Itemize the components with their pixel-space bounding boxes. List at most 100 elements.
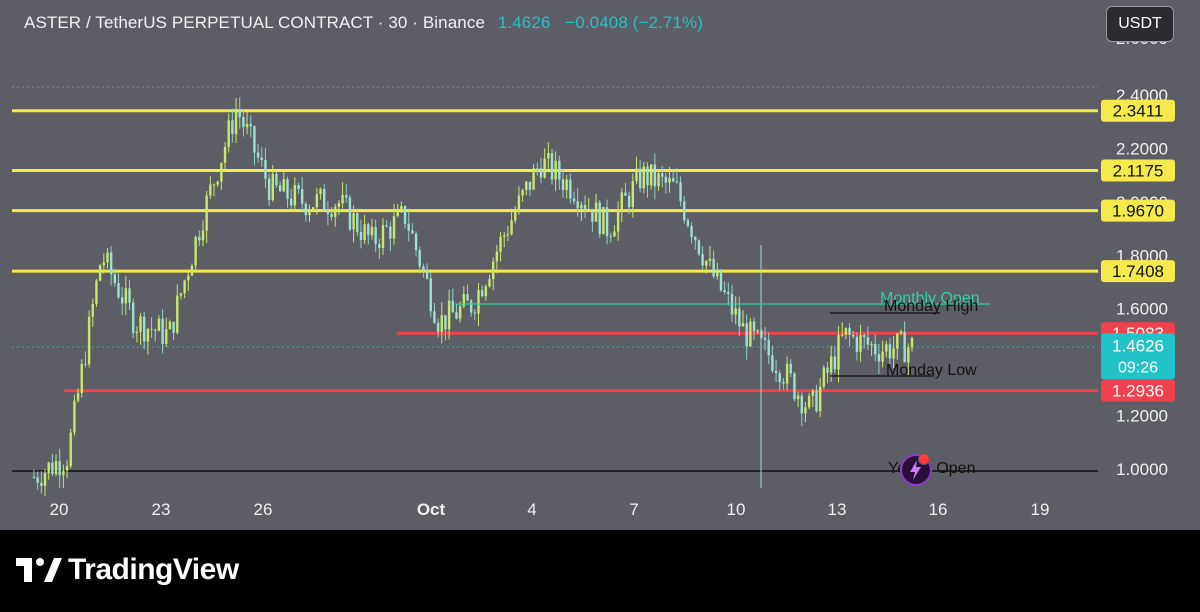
- x-tick-label: 19: [1031, 500, 1050, 519]
- candle-body: [771, 355, 774, 371]
- candle-body: [881, 351, 884, 362]
- candle-body: [620, 192, 623, 211]
- lightning-icon[interactable]: [900, 454, 932, 486]
- candle-body: [672, 178, 675, 182]
- candle-body: [613, 231, 616, 237]
- monday-high-label: Monday High: [884, 298, 978, 315]
- yellow-level-badge: [1101, 260, 1175, 283]
- candle-body: [683, 201, 686, 221]
- candle-body: [220, 162, 223, 182]
- candle-body: [580, 204, 583, 209]
- currency-button[interactable]: USDT: [1106, 6, 1174, 42]
- candle-body: [363, 224, 366, 241]
- header-price: 1.4626: [497, 13, 551, 32]
- candle-body: [334, 206, 337, 217]
- candle-body: [348, 197, 352, 230]
- candle-body: [727, 292, 730, 294]
- candle-body: [778, 373, 781, 383]
- bolt-glyph: [910, 460, 921, 480]
- candle-body: [87, 316, 91, 365]
- countdown-label: 09:26: [1118, 359, 1158, 376]
- candle-body: [495, 251, 499, 262]
- candle-body: [190, 265, 194, 276]
- candle-body: [58, 461, 61, 476]
- candle-body: [782, 382, 785, 384]
- x-tick-label: 23: [152, 500, 171, 519]
- candle-body: [345, 194, 348, 198]
- candle-body: [458, 306, 462, 319]
- candle-body: [657, 173, 660, 187]
- candle-body: [319, 189, 322, 195]
- header-change: −0.0408 (−2.71%): [565, 13, 703, 32]
- footer: [0, 530, 1200, 612]
- current-price-badge: [1101, 333, 1175, 380]
- candle-body: [488, 279, 491, 287]
- candle-body: [866, 337, 870, 345]
- candle-body: [73, 400, 76, 433]
- candle-body: [800, 395, 803, 414]
- candle-body: [311, 207, 315, 210]
- candle-body: [161, 318, 164, 344]
- candle-body: [499, 236, 502, 252]
- candle-body: [752, 321, 756, 332]
- candle-body: [716, 269, 719, 277]
- candle-body: [447, 300, 451, 330]
- candle-body: [297, 185, 300, 190]
- candle-body: [62, 470, 65, 476]
- candle-body: [708, 258, 712, 261]
- candle-body: [367, 224, 370, 236]
- candle-body: [826, 367, 829, 373]
- candle-body: [694, 237, 697, 241]
- candle-body: [477, 290, 480, 314]
- red-level-label: 1.2936: [1112, 382, 1164, 401]
- candle-body: [907, 347, 910, 363]
- candle-body: [455, 312, 458, 319]
- candle-body: [352, 213, 355, 230]
- candle-body: [223, 146, 227, 163]
- candle-body: [282, 179, 286, 192]
- candle-body: [910, 337, 914, 348]
- candle-body: [209, 184, 212, 196]
- candle-body: [859, 335, 862, 352]
- candle-body: [194, 236, 197, 266]
- candle-body: [128, 288, 131, 303]
- candle-body: [785, 363, 789, 384]
- candle-body: [124, 288, 128, 304]
- y-tick-label: 1.0000: [1116, 460, 1168, 479]
- candle-body: [833, 356, 837, 370]
- candle-body: [131, 302, 135, 334]
- candle-body: [109, 252, 113, 275]
- candle-body: [117, 283, 120, 298]
- candle-body: [154, 329, 157, 331]
- candle-body: [587, 208, 590, 210]
- candle-body: [396, 209, 399, 217]
- x-tick-label: 7: [629, 500, 638, 519]
- candle-body: [591, 208, 594, 222]
- candle-body: [326, 210, 330, 214]
- candle-body: [616, 210, 620, 232]
- candle-body: [547, 152, 550, 159]
- candle-body: [304, 203, 308, 216]
- candle-body: [54, 461, 58, 474]
- candle-body: [165, 329, 168, 344]
- candle-body: [308, 209, 311, 216]
- candle-body: [444, 315, 447, 330]
- candle-body: [69, 432, 72, 467]
- candle-body: [47, 462, 50, 473]
- candle-body: [539, 168, 543, 178]
- candle-body: [594, 202, 598, 222]
- candle-body: [818, 386, 822, 412]
- candle-body: [135, 331, 139, 334]
- candle-body: [888, 344, 892, 359]
- candle-body: [892, 348, 895, 359]
- candle-body: [738, 308, 741, 327]
- candle-body: [532, 168, 535, 190]
- candle-body: [451, 300, 454, 313]
- candle-body: [741, 323, 745, 327]
- candle-body: [767, 339, 770, 356]
- candle-body: [583, 204, 587, 210]
- candle-body: [561, 179, 565, 191]
- candle-body: [381, 225, 385, 248]
